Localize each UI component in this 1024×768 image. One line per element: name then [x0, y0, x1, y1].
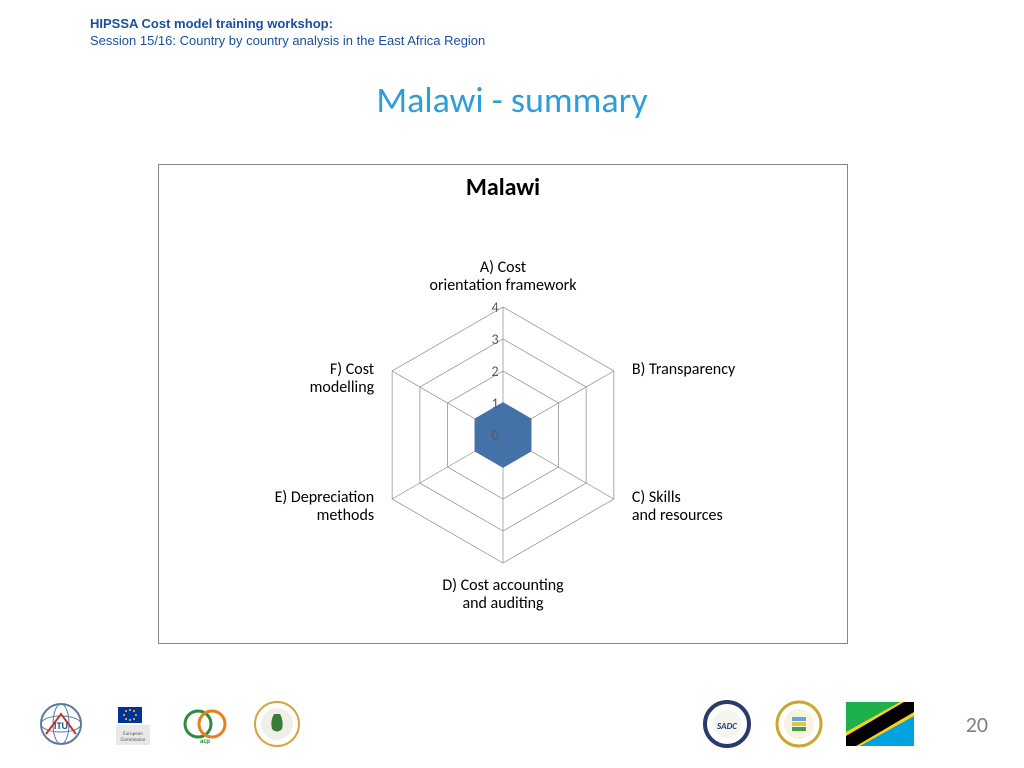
radar-axis-label: D) Cost accountingand auditing — [413, 577, 593, 614]
radar-chart-svg: 0 1 2 3 4 — [159, 165, 847, 643]
footer-logos-right: SADC 20 — [702, 699, 988, 749]
workshop-title: HIPSSA Cost model training workshop: — [90, 16, 485, 31]
tanzania-flag-icon — [846, 702, 914, 746]
slide-header: HIPSSA Cost model training workshop: Ses… — [90, 16, 485, 48]
svg-text:Commission: Commission — [121, 737, 146, 743]
svg-text:4: 4 — [491, 299, 498, 316]
european-commission-logo-icon: EuropeanCommission — [108, 699, 158, 749]
svg-text:0: 0 — [491, 427, 498, 444]
slide-footer: ITU EuropeanCommission acp SADC 20 — [36, 694, 988, 754]
eac-logo-icon — [774, 699, 824, 749]
african-union-logo-icon — [252, 699, 302, 749]
svg-text:ITU: ITU — [54, 719, 68, 732]
footer-logos-left: ITU EuropeanCommission acp — [36, 699, 302, 749]
page-number: 20 — [966, 711, 988, 738]
svg-text:SADC: SADC — [716, 721, 737, 732]
svg-text:3: 3 — [491, 331, 498, 348]
sadc-logo-icon: SADC — [702, 699, 752, 749]
svg-text:2: 2 — [491, 363, 498, 380]
radar-axis-label: B) Transparency — [632, 361, 772, 379]
slide-title: Malawi - summary — [0, 78, 1024, 122]
radar-axis-label: C) Skillsand resources — [632, 489, 772, 526]
session-subtitle: Session 15/16: Country by country analys… — [90, 33, 485, 48]
radar-chart-container: Malawi 01234 A) Costorientation framewor… — [158, 164, 848, 644]
acp-logo-icon: acp — [180, 699, 230, 749]
svg-text:1: 1 — [491, 395, 498, 412]
itu-logo-icon: ITU — [36, 699, 86, 749]
svg-text:acp: acp — [200, 736, 210, 745]
radar-axis-label: F) Costmodelling — [234, 361, 374, 398]
radar-axis-label: A) Costorientation framework — [413, 259, 593, 296]
radar-axis-label: E) Depreciationmethods — [234, 489, 374, 526]
